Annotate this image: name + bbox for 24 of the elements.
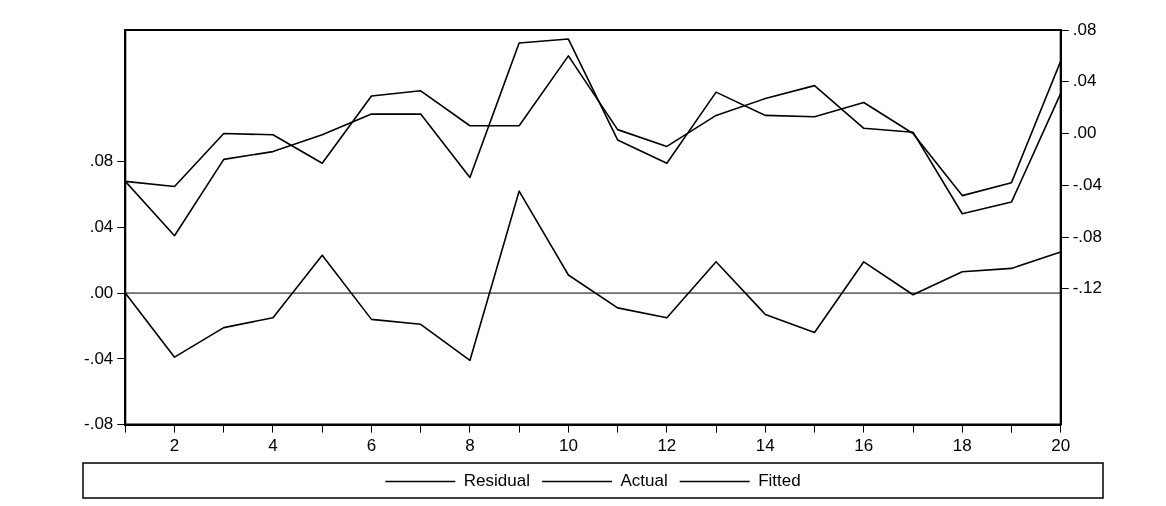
y2-tick-label: -.04 (1072, 174, 1102, 194)
x-tick-label: 14 (755, 436, 775, 456)
x-tick-label: 6 (366, 436, 377, 456)
x-tick-label: 2 (169, 436, 180, 456)
x-tick-label: 20 (1051, 436, 1071, 456)
y2-tick-label: .00 (1072, 123, 1097, 143)
y2-tick-label: -.12 (1072, 278, 1102, 298)
x-tick-label: 4 (268, 436, 278, 456)
y-tick-label: -.04 (84, 348, 114, 368)
y-tick-label: -.08 (84, 414, 114, 434)
y2-tick-label: .04 (1072, 71, 1097, 91)
x-tick-label: 8 (465, 436, 475, 456)
x-tick-label: 12 (657, 436, 677, 456)
y-tick-label: .04 (89, 216, 114, 236)
y-tick-label: .08 (89, 151, 114, 171)
x-tick-label: 10 (558, 436, 578, 456)
legend-label: Actual (620, 471, 668, 491)
legend-label: Residual (463, 471, 530, 491)
y2-tick-label: .08 (1072, 19, 1097, 39)
legend-label: Fitted (758, 471, 801, 491)
x-tick-label: 16 (854, 436, 874, 456)
y2-tick-label: -.08 (1072, 226, 1102, 246)
y-tick-label: .00 (89, 282, 114, 302)
x-tick-label: 18 (952, 436, 972, 456)
